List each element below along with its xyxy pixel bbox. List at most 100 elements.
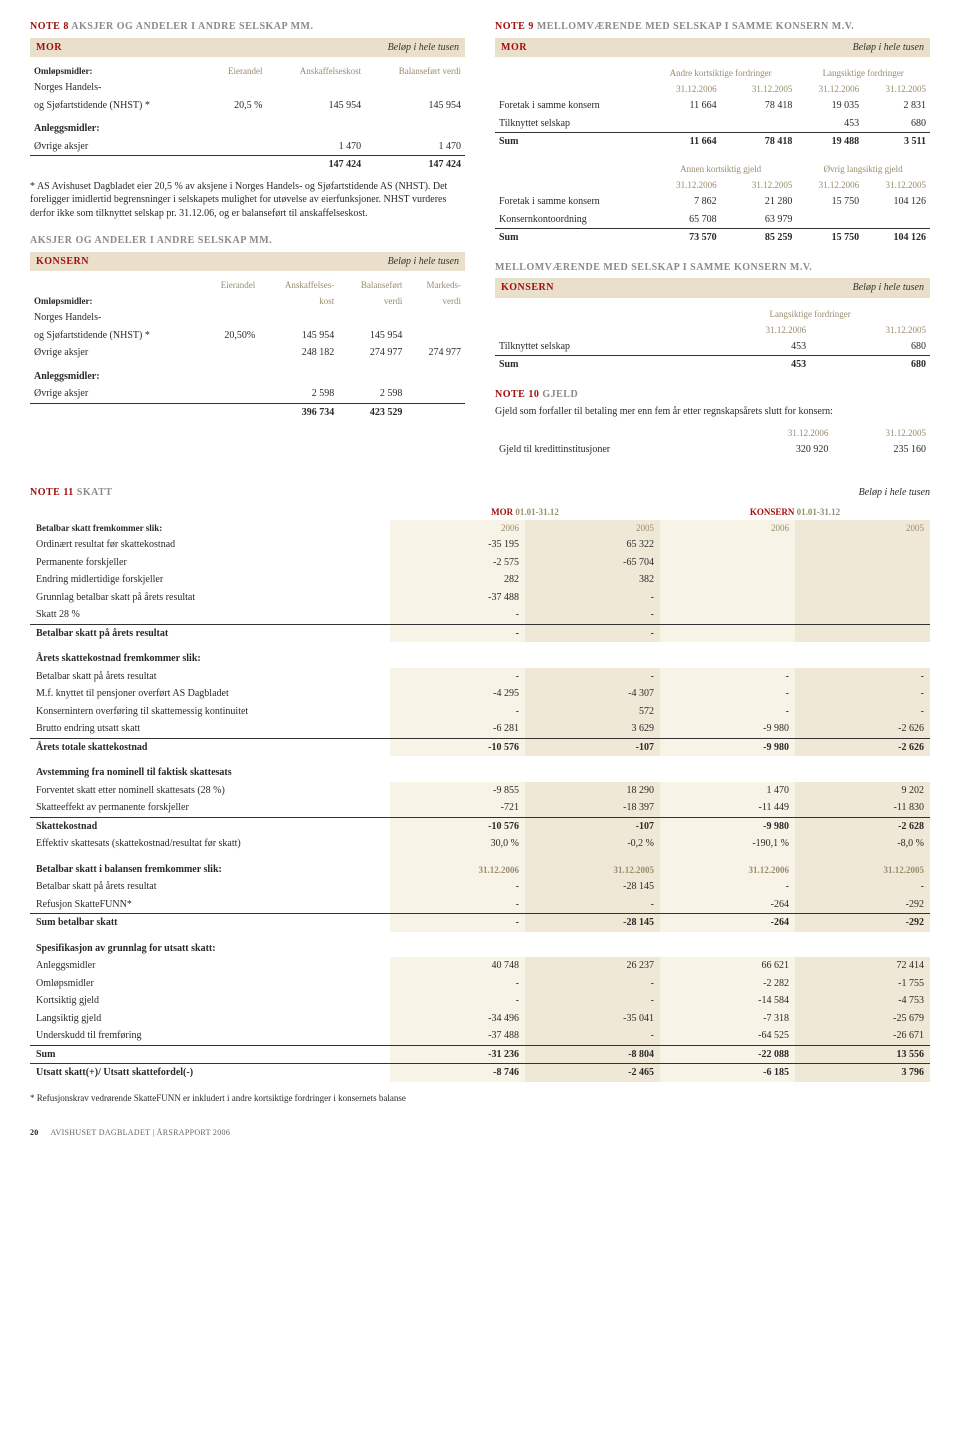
row-label: Betalbar skatt på årets resultat bbox=[30, 668, 390, 686]
note8-ov-2: 1 470 bbox=[267, 138, 366, 156]
row-value: - bbox=[390, 914, 525, 932]
row-value bbox=[660, 589, 795, 607]
note9k-title: MELLOMVÆRENDE MED SELSKAP I SAMME KONSER… bbox=[495, 261, 930, 275]
row-value: 3 629 bbox=[525, 720, 660, 738]
n9-k2: 63 979 bbox=[721, 211, 797, 229]
row-value: 9 202 bbox=[795, 782, 930, 800]
row-value: - bbox=[525, 589, 660, 607]
row-value: -2 626 bbox=[795, 738, 930, 756]
footer-text: AVISHUSET DAGBLADET | ÅRSRAPPORT 2006 bbox=[50, 1128, 230, 1137]
n11-morp: 01.01-31.12 bbox=[515, 507, 559, 517]
row-label: Permanente forskjeller bbox=[30, 554, 390, 572]
table-row: Betalbar skatt på årets resultat--28 145… bbox=[30, 878, 930, 896]
n9k-y1: 31.12.2005 bbox=[810, 322, 930, 338]
n11-konp: 01.01-31.12 bbox=[797, 507, 841, 517]
note8k-title: AKSJER OG ANDELER I ANDRE SELSKAP MM. bbox=[30, 234, 465, 248]
row-value: 572 bbox=[525, 703, 660, 721]
n8k-tot3: 423 529 bbox=[338, 403, 406, 421]
table-row: Grunnlag betalbar skatt på årets resulta… bbox=[30, 589, 930, 607]
row-value: -2 626 bbox=[795, 720, 930, 738]
n11-kon: KONSERN bbox=[750, 507, 795, 517]
n9-f21: 7 862 bbox=[645, 193, 721, 211]
row-value: -7 318 bbox=[660, 1010, 795, 1028]
row-value: -107 bbox=[525, 817, 660, 835]
note9k-title-grey: MELLOMVÆRENDE MED SELSKAP I SAMME KONSER… bbox=[495, 262, 812, 273]
row-value: - bbox=[525, 992, 660, 1010]
row-value: -34 496 bbox=[390, 1010, 525, 1028]
table-row: Betalbar skatt på årets resultat---- bbox=[30, 668, 930, 686]
n11-y0: 2006 bbox=[390, 520, 525, 536]
note9-bar-unit: Beløp i hele tusen bbox=[853, 41, 924, 55]
note8-nhst-3: 145 954 bbox=[365, 97, 465, 115]
table-row: M.f. knyttet til pensjoner overført AS D… bbox=[30, 685, 930, 703]
n9-y22: 31.12.2006 bbox=[796, 177, 863, 193]
n9-s23: 15 750 bbox=[796, 229, 863, 247]
table-row: Omløpsmidler---2 282-1 755 bbox=[30, 975, 930, 993]
row-value: - bbox=[795, 878, 930, 896]
row-value: -37 488 bbox=[390, 1027, 525, 1045]
n9k-t1: 453 bbox=[690, 338, 810, 356]
n9-f0: Foretak i samme konsern bbox=[495, 97, 645, 115]
note9-mor: NOTE 9 MELLOMVÆRENDE MED SELSKAP I SAMME… bbox=[495, 20, 930, 247]
note9k-table: Langsiktige fordringer 31.12.2006 31.12.… bbox=[495, 304, 930, 374]
row-value: - bbox=[795, 668, 930, 686]
table-row: Ordinært resultat før skattekostnad-35 1… bbox=[30, 536, 930, 554]
n9-g2: Langsiktige fordringer bbox=[796, 63, 930, 81]
row-value: -0,2 % bbox=[525, 835, 660, 853]
row-label: Betalbar skatt på årets resultat bbox=[30, 624, 390, 642]
row-value: -18 397 bbox=[525, 799, 660, 817]
note11-title-red: NOTE 11 bbox=[30, 487, 74, 498]
page-number: 20 bbox=[30, 1128, 39, 1137]
note8-tot-2: 147 424 bbox=[267, 156, 366, 174]
n8k-ov3: 274 977 bbox=[338, 344, 406, 362]
row-value: - bbox=[390, 878, 525, 896]
row-value: 18 290 bbox=[525, 782, 660, 800]
n9k-y0: 31.12.2006 bbox=[690, 322, 810, 338]
row-label: Langsiktig gjeld bbox=[30, 1010, 390, 1028]
row-value bbox=[795, 554, 930, 572]
note9-bar-lbl: MOR bbox=[501, 41, 527, 55]
row-label: Forventet skatt etter nominell skattesat… bbox=[30, 782, 390, 800]
n9-t3: 453 bbox=[796, 115, 863, 133]
row-value: -292 bbox=[795, 914, 930, 932]
note8-h2: Anskaffelseskost bbox=[267, 63, 366, 79]
row-value: -11 830 bbox=[795, 799, 930, 817]
row-value: -8 804 bbox=[525, 1045, 660, 1064]
n9-f2: 78 418 bbox=[721, 97, 797, 115]
n9-f20: Foretak i samme konsern bbox=[495, 193, 645, 211]
row-value: - bbox=[390, 624, 525, 642]
note9k-bar: KONSERN Beløp i hele tusen bbox=[495, 278, 930, 298]
row-value: 72 414 bbox=[795, 957, 930, 975]
table-row: Endring midlertidige forskjeller282382 bbox=[30, 571, 930, 589]
n8k-h1: Eierandel bbox=[201, 277, 260, 293]
row-value: -264 bbox=[660, 914, 795, 932]
row-value: - bbox=[525, 606, 660, 624]
row-value: -8,0 % bbox=[795, 835, 930, 853]
n11-s4y1: 31.12.2005 bbox=[525, 853, 660, 879]
n9-y1: 31.12.2005 bbox=[721, 81, 797, 97]
note11-title-grey: SKATT bbox=[77, 487, 113, 498]
n9-s3: 19 488 bbox=[796, 133, 863, 151]
note8-bar-unit: Beløp i hele tusen bbox=[388, 41, 459, 55]
row-value: -11 449 bbox=[660, 799, 795, 817]
n9-g4: Øvrig langsiktig gjeld bbox=[796, 151, 930, 177]
note11: NOTE 11 SKATT Beløp i hele tusen MOR 01.… bbox=[30, 486, 930, 1103]
row-value: -4 307 bbox=[525, 685, 660, 703]
row-value: -721 bbox=[390, 799, 525, 817]
row-value: -2 628 bbox=[795, 817, 930, 835]
note11-table: MOR 01.01-31.12 KONSERN 01.01-31.12 Beta… bbox=[30, 504, 930, 1082]
top-columns: NOTE 8 AKSJER OG ANDELER I ANDRE SELSKAP… bbox=[30, 20, 930, 458]
row-label: Utsatt skatt(+)/ Utsatt skattefordel(-) bbox=[30, 1064, 390, 1082]
row-label: Årets totale skattekostnad bbox=[30, 738, 390, 756]
table-row: Kortsiktig gjeld---14 584-4 753 bbox=[30, 992, 930, 1010]
row-label: Omløpsmidler bbox=[30, 975, 390, 993]
note8-ov-1 bbox=[206, 138, 266, 156]
row-value: - bbox=[660, 668, 795, 686]
n8k-nhst3: 145 954 bbox=[338, 327, 406, 345]
n11-s4y2: 31.12.2006 bbox=[660, 853, 795, 879]
row-value: 13 556 bbox=[795, 1045, 930, 1064]
row-label: M.f. knyttet til pensjoner overført AS D… bbox=[30, 685, 390, 703]
n11-s4y0: 31.12.2006 bbox=[390, 853, 525, 879]
right-column: NOTE 9 MELLOMVÆRENDE MED SELSKAP I SAMME… bbox=[495, 20, 930, 458]
n9-y0: 31.12.2006 bbox=[645, 81, 721, 97]
